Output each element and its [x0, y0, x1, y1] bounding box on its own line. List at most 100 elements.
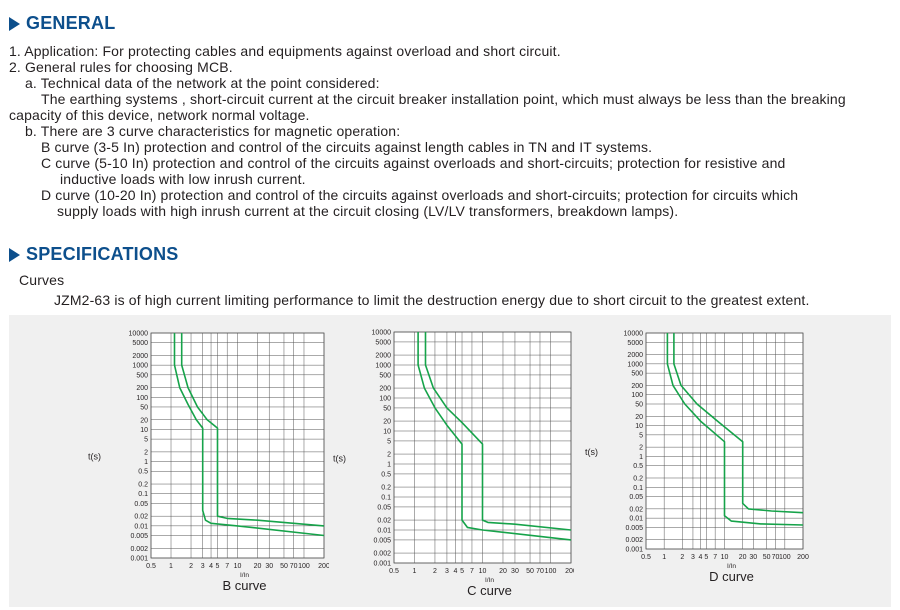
general-line-10: D curve (10-20 In) protection and contro… [41, 187, 799, 203]
curves-subtitle: Curves [19, 272, 65, 288]
y-tick-label: 0.01 [377, 528, 391, 535]
y-tick-label: 0.005 [373, 537, 391, 544]
y-tick-label: 0.002 [625, 537, 643, 544]
x-tick-label: 0.5 [146, 563, 156, 570]
y-tick-label: 10 [140, 427, 148, 434]
y-tick-label: 500 [379, 372, 391, 379]
general-line-5: capacity of this device, network normal … [9, 107, 310, 123]
y-tick-label: 5000 [375, 339, 391, 346]
x-tick-label: 50 [526, 568, 534, 575]
curve-series-2 [424, 332, 572, 531]
x-tick-label: 20 [499, 568, 507, 575]
y-tick-label: 200 [136, 385, 148, 392]
y-tick-label: 10000 [624, 331, 644, 338]
chart-title: D curve [709, 569, 754, 584]
x-tick-label: 200 [318, 563, 329, 570]
general-line-8: C curve (5-10 In) protection and control… [41, 155, 786, 171]
y-tick-label: 0.5 [138, 469, 148, 476]
y-tick-label: 50 [140, 404, 148, 411]
y-tick-label: 1000 [132, 363, 148, 370]
y-tick-label: 2000 [627, 352, 643, 359]
y-tick-label: 0.05 [134, 501, 148, 508]
y-tick-label: 0.002 [373, 551, 391, 558]
y-tick-label: 10 [635, 423, 643, 430]
triangle-bullet-icon [9, 247, 20, 262]
b-curve-chart: 0.5 1 2 3 4 5 7 10 20 30 50 70 100 200100005000200010… [88, 331, 329, 594]
y-tick-label: 20 [140, 417, 148, 424]
y-tick-label: 5 [144, 437, 148, 444]
y-tick-label: 0.005 [625, 525, 643, 532]
x-tick-label: 10 [479, 568, 487, 575]
specifications-description: JZM2-63 is of high current limiting perf… [54, 292, 810, 308]
x-tick-label: 20 [254, 563, 262, 570]
general-line-6: b. There are 3 curve characteristics for… [25, 123, 401, 139]
x-tick-label: 30 [749, 554, 757, 561]
y-tick-label: 1 [387, 462, 391, 469]
y-tick-label: 100 [379, 396, 391, 403]
y-tick-label: 0.02 [377, 518, 391, 525]
y-axis-label: t(s) [333, 454, 346, 464]
x-tick-label: 5 [460, 568, 464, 575]
y-tick-label: 0.5 [633, 463, 643, 470]
y-tick-label: 0.2 [138, 482, 148, 489]
x-tick-label: 50 [280, 563, 288, 570]
x-tick-label: 7 [225, 563, 229, 570]
y-tick-label: 200 [631, 383, 643, 390]
chart-title: C curve [467, 583, 512, 597]
y-tick-label: 0.02 [629, 506, 643, 513]
y-tick-label: 0.005 [130, 533, 148, 540]
x-tick-label: 2 [680, 554, 684, 561]
y-tick-label: 1000 [375, 363, 391, 370]
y-tick-label: 0.1 [633, 485, 643, 492]
y-tick-label: 0.001 [373, 561, 391, 568]
x-tick-label: 30 [265, 563, 273, 570]
y-tick-label: 10000 [372, 330, 392, 337]
curve-series-2 [673, 333, 804, 514]
y-tick-label: 2 [639, 445, 643, 452]
x-tick-label: 100 [298, 563, 310, 570]
y-tick-label: 0.2 [633, 475, 643, 482]
y-tick-label: 1 [144, 459, 148, 466]
x-tick-label: 100 [779, 554, 791, 561]
x-axis-label: I/In [240, 572, 249, 579]
general-line-4: The earthing systems , short-circuit cur… [41, 91, 846, 107]
y-tick-label: 0.2 [381, 485, 391, 492]
y-tick-label: 50 [383, 405, 391, 412]
x-tick-label: 1 [662, 554, 666, 561]
y-tick-label: 200 [379, 386, 391, 393]
x-tick-label: 70 [290, 563, 298, 570]
y-tick-label: 20 [635, 414, 643, 421]
x-axis-label: I/In [727, 563, 736, 570]
general-line-7: B curve (3-5 In) protection and control … [41, 139, 653, 155]
x-tick-label: 4 [209, 563, 213, 570]
y-tick-label: 500 [136, 372, 148, 379]
x-tick-label: 7 [713, 554, 717, 561]
general-heading: GENERAL [9, 13, 115, 34]
general-line-2: 2. General rules for choosing MCB. [9, 59, 233, 75]
x-tick-label: 200 [797, 554, 809, 561]
x-tick-label: 1 [413, 568, 417, 575]
y-tick-label: 2 [387, 452, 391, 459]
x-axis-label: I/In [485, 577, 494, 584]
y-tick-label: 0.5 [381, 471, 391, 478]
y-tick-label: 0.05 [377, 504, 391, 511]
y-tick-label: 0.1 [381, 495, 391, 502]
x-tick-label: 200 [565, 568, 574, 575]
x-tick-label: 100 [545, 568, 557, 575]
general-line-11: supply loads with high inrush current at… [57, 203, 679, 219]
y-tick-label: 0.01 [629, 516, 643, 523]
curve-series-1 [173, 333, 325, 537]
y-tick-label: 2000 [132, 353, 148, 360]
y-tick-label: 0.05 [629, 494, 643, 501]
x-tick-label: 5 [216, 563, 220, 570]
x-tick-label: 3 [445, 568, 449, 575]
y-tick-label: 5 [387, 438, 391, 445]
specifications-title: SPECIFICATIONS [26, 244, 179, 264]
y-tick-label: 0.1 [138, 491, 148, 498]
x-tick-label: 5 [704, 554, 708, 561]
d-curve-chart: 0.5 1 2 3 4 5 7 10 20 30 50 70 100 200100005000200010… [585, 331, 809, 585]
y-tick-label: 20 [383, 419, 391, 426]
curve-series-1 [417, 332, 572, 541]
x-tick-label: 1 [169, 563, 173, 570]
y-tick-label: 50 [635, 402, 643, 409]
